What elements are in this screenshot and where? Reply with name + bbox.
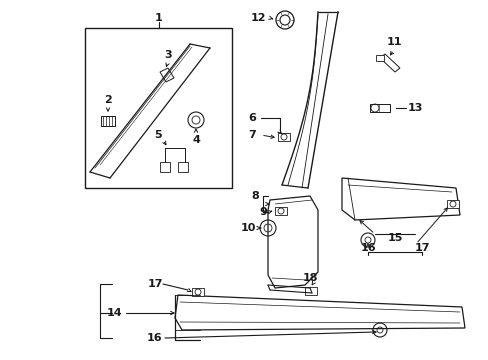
Text: 16: 16 (147, 333, 163, 343)
Text: 8: 8 (251, 191, 258, 201)
Text: 17: 17 (147, 279, 163, 289)
Text: 14: 14 (107, 308, 122, 318)
Text: 2: 2 (104, 95, 112, 105)
Bar (192, 288, 203, 296)
Text: 18: 18 (302, 273, 317, 283)
Text: 4: 4 (192, 135, 200, 145)
Bar (369, 104, 389, 112)
Bar (101, 116, 115, 126)
Text: 11: 11 (386, 37, 401, 47)
Bar (178, 162, 187, 172)
Bar (274, 207, 286, 215)
Bar (446, 200, 458, 208)
Bar (305, 287, 316, 295)
Text: 15: 15 (386, 233, 402, 243)
Text: 1: 1 (154, 13, 162, 23)
Text: 3: 3 (164, 50, 171, 60)
Text: 13: 13 (407, 103, 422, 113)
Bar (85, 28, 231, 188)
Text: 16: 16 (360, 243, 375, 253)
Text: 12: 12 (250, 13, 265, 23)
Bar (278, 133, 289, 141)
Bar (375, 55, 383, 61)
Text: 17: 17 (413, 243, 429, 253)
Text: 7: 7 (247, 130, 255, 140)
Text: 9: 9 (259, 207, 266, 217)
Text: 5: 5 (154, 130, 162, 140)
Bar (160, 162, 170, 172)
Text: 10: 10 (240, 223, 255, 233)
Text: 6: 6 (247, 113, 255, 123)
